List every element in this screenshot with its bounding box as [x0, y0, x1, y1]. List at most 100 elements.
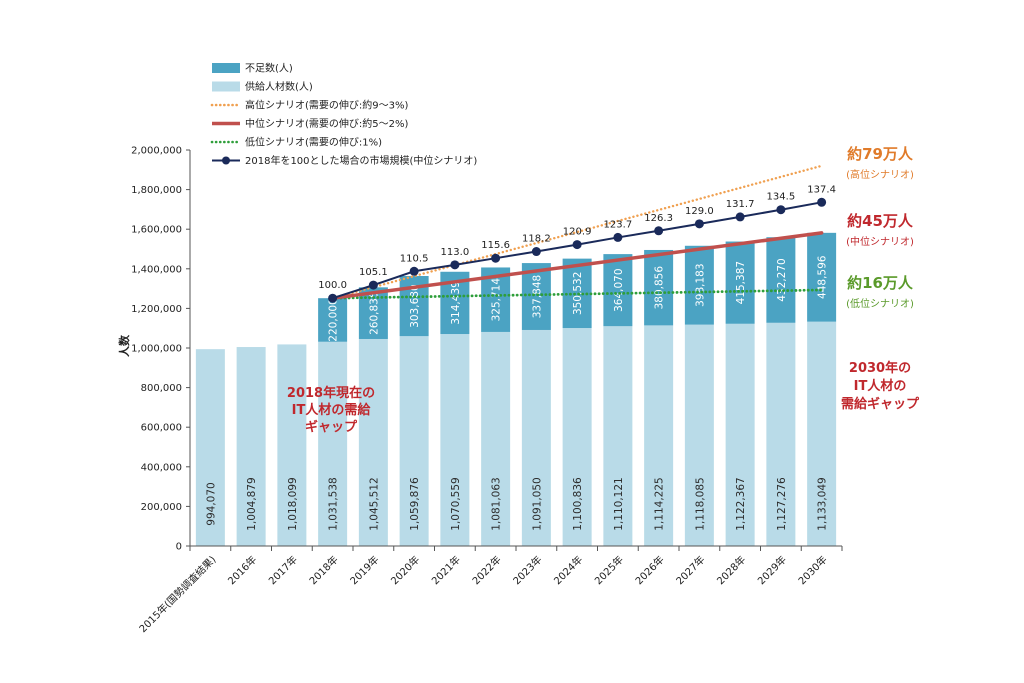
supply-label: 1,091,050	[531, 477, 543, 530]
supply-bar	[562, 328, 592, 546]
legend-item: 中位シナリオ(需要の伸び:約5～2%)	[212, 117, 408, 130]
legend-item: 2018年を100とした場合の市場規模(中位シナリオ)	[212, 154, 477, 167]
legend-item: 低位シナリオ(需要の伸び:1%)	[210, 136, 382, 149]
supply-bar	[644, 325, 674, 546]
market-index-label: 110.5	[400, 253, 429, 264]
market-index-point	[735, 212, 745, 222]
x-tick-label: 2025年	[592, 553, 626, 587]
high-scenario-gap: 約79万人	[847, 145, 914, 163]
x-tick-label: 2017年	[266, 553, 300, 587]
shortage-label: 260,835	[368, 291, 380, 334]
market-index-point	[654, 226, 664, 236]
supply-label: 1,018,099	[287, 477, 299, 530]
y-tick-label: 1,000,000	[131, 344, 182, 355]
market-index-label: 129.0	[685, 206, 714, 217]
shortage-label: 337,848	[531, 275, 543, 318]
supply-bar	[807, 321, 837, 546]
legend-swatch	[212, 63, 240, 73]
supply-label: 1,100,836	[572, 477, 584, 531]
shortage-label: 415,387	[735, 261, 747, 304]
market-index-point	[368, 280, 378, 290]
supply-bar	[277, 344, 307, 546]
y-tick-label: 800,000	[141, 383, 182, 394]
market-index-label: 123.7	[604, 219, 633, 230]
market-index-point	[328, 293, 338, 303]
supply-bar	[766, 322, 796, 546]
supply-label: 1,110,121	[613, 477, 625, 530]
shortage-bar	[521, 263, 551, 330]
low-scenario-gap: 約16万人	[847, 274, 914, 292]
y-tick-label: 200,000	[141, 502, 182, 513]
market-index-label: 120.9	[563, 227, 592, 238]
supply-label: 1,059,876	[409, 477, 421, 531]
x-tick-label: 2022年	[469, 553, 503, 587]
legend-item: 供給人材数(人)	[212, 80, 313, 93]
supply-label: 1,081,063	[491, 477, 503, 530]
legend-label: 高位シナリオ(需要の伸び:約9～3%)	[245, 99, 408, 112]
x-tick-label: 2018年	[306, 553, 340, 587]
supply-label: 1,118,085	[694, 477, 706, 530]
shortage-bar	[318, 298, 348, 342]
market-index-point	[409, 266, 419, 276]
market-index-label: 126.3	[644, 213, 673, 224]
gap-2018-label: ギャップ	[305, 419, 358, 435]
legend-label: 低位シナリオ(需要の伸び:1%)	[245, 136, 382, 149]
x-tick-label: 2021年	[429, 553, 463, 587]
x-tick-label: 2026年	[632, 553, 666, 587]
x-tick-label: 2027年	[673, 553, 707, 587]
y-tick-label: 1,200,000	[131, 304, 182, 315]
gap-2018-label: 2018年現在の	[287, 385, 375, 401]
market-index-point	[776, 205, 786, 215]
market-index-label: 131.7	[726, 199, 755, 210]
shortage-label: 380,856	[654, 266, 666, 310]
high-scenario-caption: (高位シナリオ)	[846, 168, 914, 181]
x-axis: 2015年(国勢調査結果) 2016年 2017年 2018年 2019年 2020年 20…	[136, 545, 843, 635]
market-index-label: 118.2	[522, 234, 551, 245]
market-index-line: 100.0 105.1 110.5 113.0 115.6 118.2 120.9 123.7…	[318, 184, 836, 303]
market-index-point	[613, 232, 623, 242]
supply-bar	[725, 323, 755, 546]
y-tick-label: 400,000	[141, 462, 182, 473]
market-index-label: 100.0	[318, 280, 347, 291]
shortage-label: 398,183	[694, 263, 706, 306]
x-tick-label: 2024年	[551, 553, 585, 587]
supply-label: 994,070	[205, 482, 217, 525]
y-tick-label: 1,400,000	[131, 264, 182, 275]
shortage-bar	[603, 254, 633, 327]
market-index-point	[450, 260, 460, 270]
mid-scenario-gap: 約45万人	[847, 212, 914, 230]
scenario-lines	[330, 164, 824, 300]
market-index-point	[572, 240, 582, 250]
low-scenario-line	[331, 288, 824, 300]
market-index-label: 137.4	[807, 184, 836, 195]
gap-2018-label: IT人材の需給	[292, 402, 372, 418]
shortage-bar	[358, 287, 388, 339]
supply-bar	[399, 336, 429, 546]
supply-bar	[684, 324, 714, 546]
supply-bar	[440, 334, 470, 546]
mid-scenario-caption: (中位シナリオ)	[846, 235, 914, 248]
x-tick-label: 2020年	[388, 553, 422, 587]
market-index-label: 115.6	[481, 240, 510, 251]
legend-label: 不足数(人)	[245, 62, 293, 75]
supply-label: 1,127,276	[776, 477, 788, 531]
market-index-label: 134.5	[767, 192, 796, 203]
supply-label: 1,133,049	[817, 477, 829, 530]
shortage-bar	[684, 245, 714, 325]
gap-2030-label: 2030年の	[849, 360, 911, 376]
legend-label: 中位シナリオ(需要の伸び:約5～2%)	[245, 117, 408, 130]
shortage-bar	[766, 237, 796, 323]
supply-label: 1,031,538	[328, 477, 340, 530]
supply-bar	[603, 326, 633, 546]
shortage-label: 314,439	[450, 281, 462, 324]
supply-bar	[195, 349, 225, 546]
shortage-bar	[725, 241, 755, 324]
y-tick-label: 1,600,000	[131, 225, 182, 236]
shortage-label: 364,070	[613, 268, 625, 311]
supply-bar	[521, 329, 551, 546]
legend-swatch	[212, 81, 240, 92]
y-axis-label: 人数	[117, 334, 131, 357]
legend-marker	[222, 156, 230, 165]
mid-scenario-line	[330, 231, 824, 300]
